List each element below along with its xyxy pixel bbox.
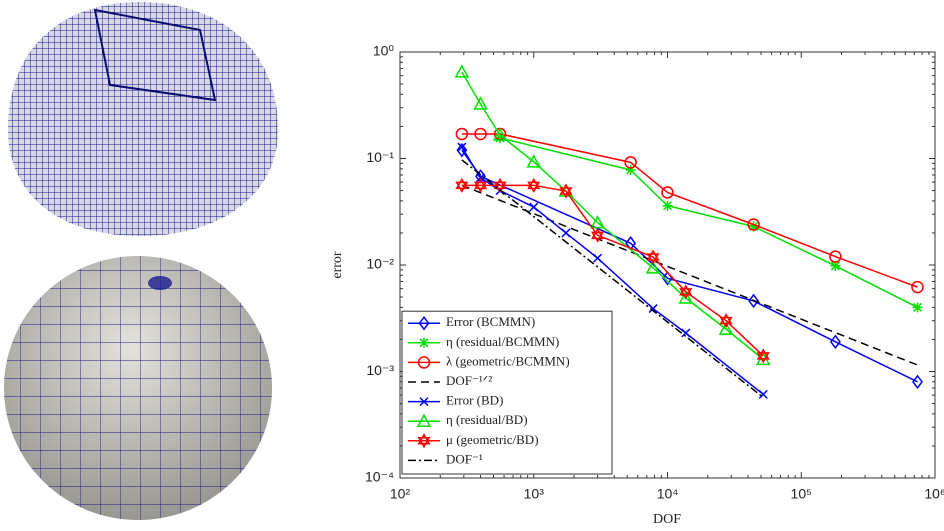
top-mesh — [0, 0, 290, 240]
bottom-mesh — [0, 250, 290, 530]
marker — [594, 254, 602, 262]
figure: error DOF 10² 10³ 10⁴ 10⁵ 10⁶ 10⁻⁴ 10⁻³ 10⁻² 10⁻… — [0, 0, 944, 531]
marker — [913, 302, 923, 312]
marker — [562, 229, 570, 237]
legend-label: Error (BCMMN) — [446, 314, 535, 329]
y-tick-label: 10⁻³ — [366, 362, 394, 378]
x-tick-label: 10⁶ — [924, 486, 944, 502]
x-axis-label: DOF — [653, 512, 681, 527]
legend-label: η (residual/BD) — [446, 412, 528, 427]
y-tick-label: 10⁰ — [373, 43, 395, 59]
x-tick-label: 10³ — [524, 486, 545, 502]
marker — [419, 338, 429, 348]
legend-label: μ (geometric/BD) — [446, 432, 539, 447]
marker — [530, 203, 538, 211]
x-tick-label: 10⁵ — [791, 486, 812, 502]
legend-label: η (residual/BCMMN) — [446, 334, 559, 349]
marker — [456, 66, 468, 77]
y-tick-label: 10⁻⁴ — [365, 469, 394, 485]
x-tick-label: 10⁴ — [657, 486, 679, 502]
y-tick-label: 10⁻² — [366, 256, 394, 272]
legend-label: λ (geometric/BCMMN) — [446, 353, 570, 368]
legend-label: DOF⁻¹ᐟ² — [446, 373, 492, 388]
legend-label: Error (BD) — [446, 393, 503, 408]
x-tick-label: 10² — [390, 486, 411, 502]
marker — [663, 201, 673, 211]
legend-label: DOF⁻¹ — [446, 451, 483, 466]
y-tick-label: 10⁻¹ — [366, 149, 394, 165]
y-axis-label: error — [330, 251, 345, 279]
